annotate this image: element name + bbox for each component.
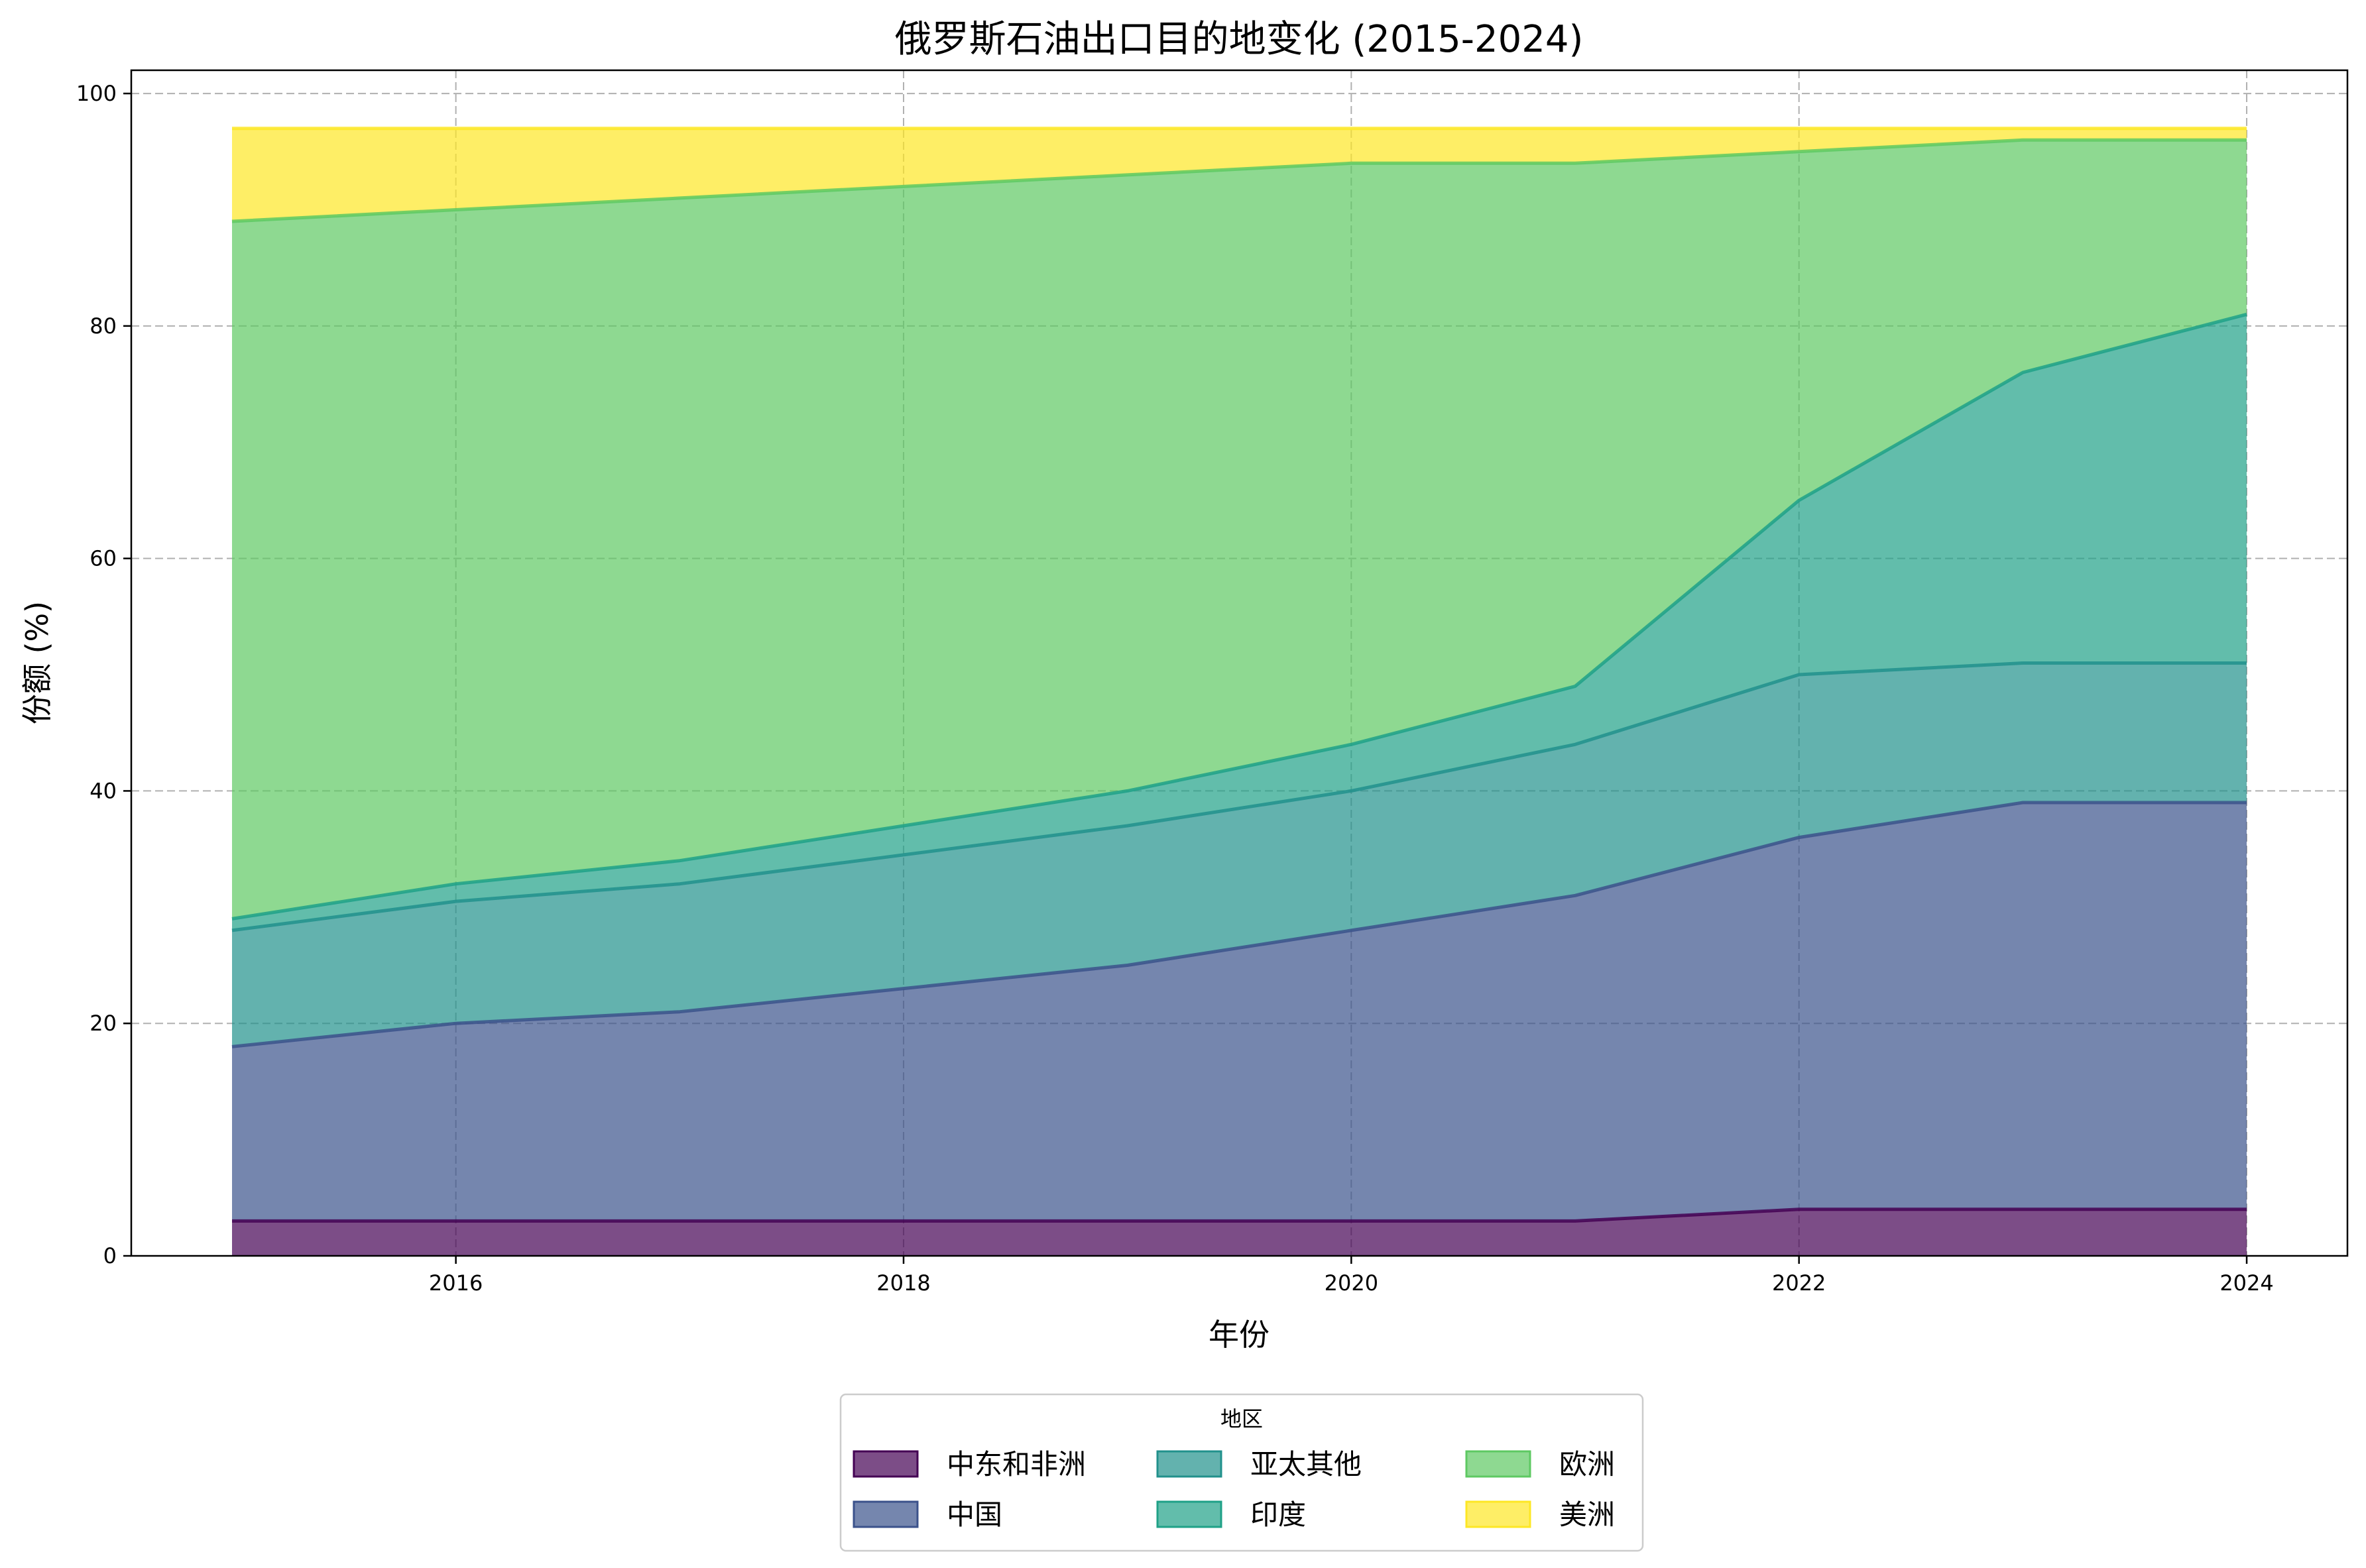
y-tick-label: 40 [89, 778, 117, 803]
area-series-5 [232, 140, 2247, 919]
legend-label-2: 中国 [947, 1498, 1002, 1531]
y-tick-label: 0 [103, 1243, 117, 1268]
y-tick-label: 60 [89, 546, 117, 571]
legend-label-5: 欧洲 [1559, 1448, 1615, 1481]
x-tick-label: 2016 [429, 1270, 483, 1296]
y-tick-label: 20 [89, 1011, 117, 1036]
y-tick-label: 80 [89, 313, 117, 339]
legend-swatch-2 [853, 1500, 919, 1528]
chart-title: 俄罗斯石油出口目的地变化 (2015-2024) [895, 18, 1584, 61]
legend-swatch-4 [1156, 1500, 1222, 1528]
y-axis-label: 份额 (%) [19, 601, 55, 724]
y-tick-label: 100 [76, 81, 117, 106]
x-tick-label: 2020 [1325, 1270, 1378, 1296]
area-series-6 [232, 128, 2247, 221]
legend-frame [839, 1393, 1644, 1552]
legend-label-1: 中东和非洲 [947, 1448, 1086, 1481]
legend-swatch-5 [1465, 1450, 1531, 1478]
x-tick-label: 2022 [1772, 1270, 1826, 1296]
x-tick-label: 2024 [2219, 1270, 2273, 1296]
area-edge-series-5 [231, 138, 2247, 223]
legend-swatch-3 [1156, 1450, 1222, 1478]
area-edge-series-2 [231, 801, 2247, 1048]
legend-label-4: 印度 [1250, 1498, 1306, 1531]
area-edge-series-3 [231, 661, 2247, 932]
plot-frame [130, 69, 2349, 1257]
x-axis: 2016 2018 2020 2022 2024 [429, 1256, 2274, 1296]
x-axis-label: 年份 [1209, 1317, 1270, 1353]
x-tick-label: 2018 [876, 1270, 930, 1296]
legend-label-3: 亚太其他 [1250, 1448, 1362, 1481]
area-series-2 [232, 803, 2247, 1221]
area-edge-series-1 [232, 1207, 2247, 1223]
y-axis: 0 20 40 60 80 100 [76, 81, 131, 1268]
stacked-areas [232, 128, 2247, 1256]
area-edge-series-4 [231, 312, 2247, 921]
legend-title: 地区 [1220, 1406, 1263, 1431]
area-edges [231, 127, 2247, 1223]
area-series-3 [232, 663, 2247, 1047]
legend-swatch-6 [1465, 1500, 1531, 1528]
legend-swatch-1 [853, 1450, 919, 1478]
area-series-1 [232, 1209, 2247, 1256]
legend-label-6: 美洲 [1559, 1498, 1615, 1531]
